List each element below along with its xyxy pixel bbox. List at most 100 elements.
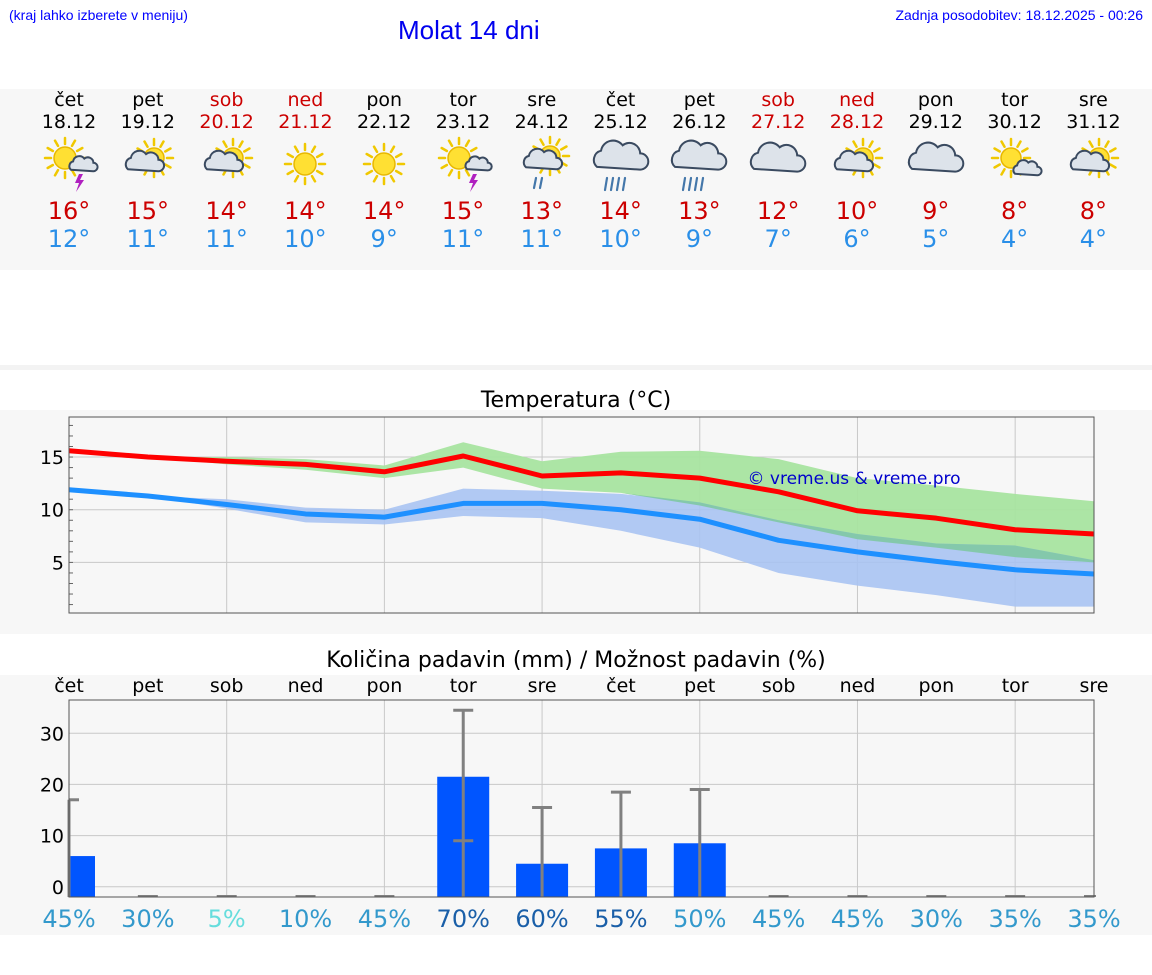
min-temperature-line (68, 487, 1095, 577)
precipitation-probability: 30% (910, 905, 963, 933)
min-temperature: 10° (599, 225, 642, 253)
forecast-day: ned 28.12 10° 6° (817, 89, 897, 253)
max-temperature: 10° (835, 197, 879, 225)
max-temperature: 12° (756, 197, 800, 225)
min-temperature: 10° (284, 225, 327, 253)
min-temperature: 6° (843, 225, 871, 253)
sun-cloud-thunder-icon (43, 136, 99, 192)
precipitation-probability: 45% (752, 905, 805, 933)
precipitation-chart-title: Količina padavin (mm) / Možnost padavin … (326, 648, 826, 673)
forecast-day: čet 18.12 16° 12° (29, 89, 109, 253)
forecast-day: tor 23.12 15° 11° (423, 89, 503, 253)
day-name: sob (209, 89, 244, 111)
sun-cloud-icon (124, 137, 175, 179)
cloud-heavy-rain-icon (671, 139, 728, 192)
category-label: sre (1080, 675, 1109, 697)
day-date: 23.12 (435, 111, 491, 133)
day-date: 25.12 (593, 111, 648, 133)
y-tick-label: 0 (52, 877, 64, 899)
forecast-day: sre 24.12 13° 11° (502, 89, 582, 253)
forecast-day: ned 21.12 14° 10° (265, 89, 345, 253)
cloud-heavy-rain-icon (592, 139, 649, 192)
day-name: čet (54, 89, 84, 111)
day-date: 30.12 (987, 111, 1042, 133)
day-name: čet (605, 89, 636, 111)
day-name: tor (1001, 89, 1029, 111)
max-temperature: 15° (441, 197, 485, 225)
forecast-day: pon 29.12 9° 5° (896, 89, 976, 253)
category-label: sob (762, 675, 796, 697)
max-temperature: 14° (599, 197, 642, 225)
precipitation-bar (69, 856, 95, 897)
precipitation-probability: 10% (279, 905, 332, 933)
cloud-icon (750, 141, 807, 173)
max-temperature: 14° (362, 197, 406, 225)
min-temperature: 11° (441, 225, 485, 253)
min-temperature: 5° (922, 225, 950, 253)
min-temperature: 11° (205, 225, 248, 253)
category-label: pet (684, 675, 715, 697)
forecast-day: pon 22.12 14° 9° (344, 89, 424, 253)
forecast-day: tor 30.12 8° 4° (975, 89, 1055, 253)
precipitation-probability: 5% (208, 905, 246, 933)
sun-small-cloud-icon (990, 137, 1043, 179)
max-temperature: 8° (1000, 197, 1029, 225)
forecast-day: pet 26.12 13° 9° (659, 89, 739, 253)
sun-cloud-icon (1070, 137, 1120, 179)
forecast-day: sre 31.12 8° 4° (1053, 89, 1133, 253)
precipitation-probability: 60% (515, 905, 568, 933)
day-date: 19.12 (120, 111, 175, 133)
max-temperature: 13° (520, 197, 564, 225)
forecast-panel (0, 89, 1152, 270)
category-label: ned (840, 675, 876, 697)
category-label: pon (367, 675, 403, 697)
temperature-chart-title: Temperatura (°C) (480, 388, 672, 413)
day-name: pet (132, 89, 164, 111)
forecast-day: sob 20.12 14° 11° (187, 89, 267, 253)
day-name: sob (761, 89, 795, 111)
plot-frame (68, 699, 1095, 898)
y-tick-label: 15 (40, 447, 64, 469)
day-date: 26.12 (672, 111, 727, 133)
category-label: čet (606, 675, 636, 697)
max-temperature: 13° (678, 197, 721, 225)
max-temperature-line (68, 448, 1095, 537)
precipitation-probability: 70% (437, 905, 490, 933)
precipitation-probability: 30% (121, 905, 174, 933)
sun-icon (284, 142, 327, 186)
max-temperature: 14° (205, 197, 248, 225)
forecast-day: sob 27.12 12° 7° (738, 89, 818, 253)
sun-icon (362, 142, 406, 186)
day-name: ned (839, 89, 875, 111)
cloud-icon (907, 141, 965, 173)
day-date: 31.12 (1066, 111, 1121, 133)
precipitation-probability: 35% (988, 905, 1041, 933)
day-name: sre (1078, 89, 1108, 111)
precipitation-chart: čet pet sob ned pon tor sre čet pet sob ned pon tor s… (40, 675, 1121, 933)
y-tick-label: 10 (40, 500, 64, 522)
day-date: 22.12 (356, 111, 412, 133)
y-tick-label: 30 (40, 723, 64, 745)
divider (0, 365, 1152, 370)
day-name: pet (683, 89, 715, 111)
temperature-chart: 5 10 15 © vreme.us & vreme.pro (40, 416, 1095, 614)
min-temperature: 4° (1000, 225, 1029, 253)
category-label: sre (528, 675, 557, 697)
precipitation-probability: 50% (673, 905, 726, 933)
precipitation-probability: 45% (831, 905, 884, 933)
category-label: tor (450, 675, 477, 697)
plot-area (69, 700, 1094, 897)
day-date: 20.12 (199, 111, 254, 133)
max-temperature: 16° (47, 197, 91, 225)
precipitation-probability: 35% (1067, 905, 1120, 933)
forecast-day: čet 25.12 14° 10° (581, 89, 661, 253)
precipitation-probability: 45% (42, 905, 95, 933)
day-date: 18.12 (41, 111, 97, 133)
day-name: pon (366, 89, 403, 111)
page-title: Molat 14 dni (398, 15, 540, 45)
y-tick-label: 20 (40, 774, 64, 796)
sun-cloud-rain-icon (522, 135, 571, 190)
min-temperature: 11° (126, 225, 170, 253)
category-label: pon (918, 675, 954, 697)
day-date: 21.12 (278, 111, 333, 133)
